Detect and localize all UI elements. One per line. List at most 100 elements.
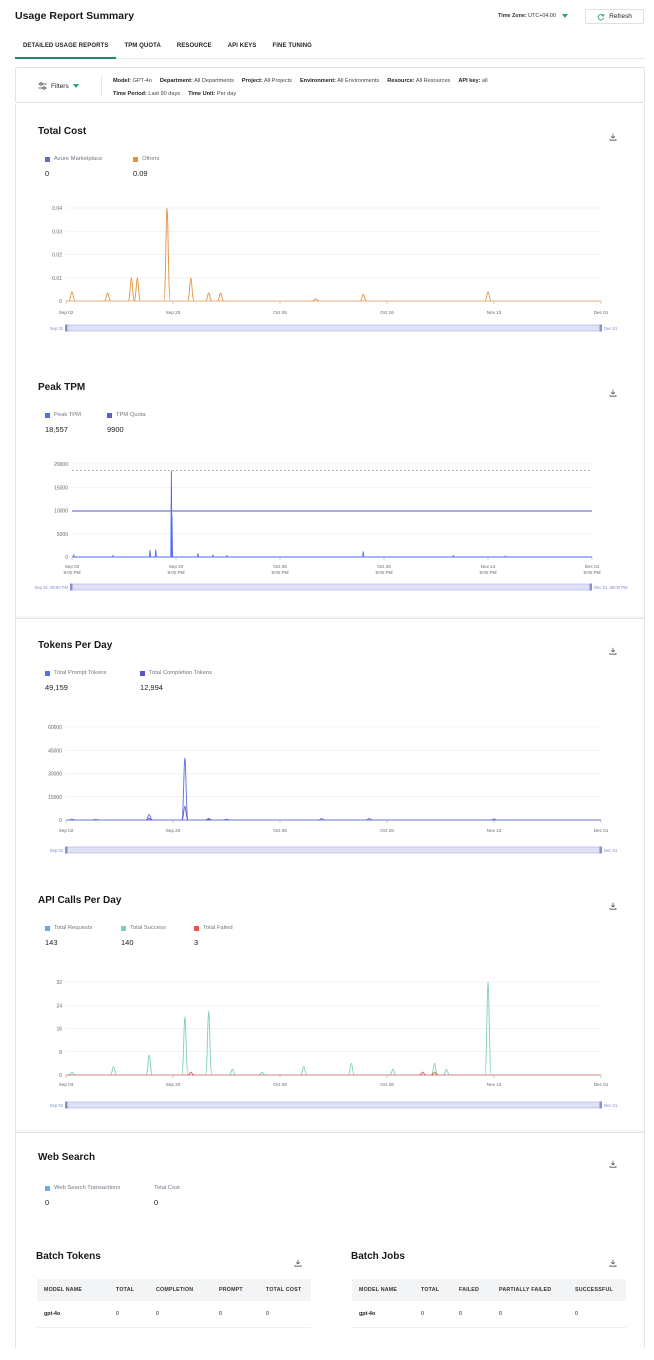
range-slider-handle-end bbox=[589, 583, 592, 591]
y-tick-label: 45000 bbox=[48, 748, 62, 754]
table-cell: 0 bbox=[452, 1301, 492, 1328]
report-tabs: DETAILED USAGE REPORTS TPM QUOTA RESOURC… bbox=[15, 37, 645, 59]
y-tick-label: 0 bbox=[59, 818, 62, 824]
legend-value: 49,159 bbox=[45, 683, 68, 692]
legend-label: Others bbox=[142, 156, 160, 162]
x-tick-label: Sep 02 bbox=[59, 310, 74, 315]
download-icon[interactable] bbox=[609, 647, 617, 655]
data-spike bbox=[347, 1062, 355, 1076]
filter-time-unit: Time Unit: Per day bbox=[188, 91, 237, 97]
legend-label: Total Prompt Tokens bbox=[54, 670, 107, 676]
download-icon[interactable] bbox=[609, 1160, 617, 1168]
filter-model: Model: GPT-4o bbox=[113, 78, 152, 84]
legend-label: Total Requests bbox=[54, 925, 93, 931]
data-spike bbox=[431, 1071, 438, 1076]
tab-tpm-quota[interactable]: TPM QUOTA bbox=[124, 43, 161, 49]
x-tick-label: Oct 26 bbox=[380, 828, 394, 833]
filter-environment: Environment: All Environments bbox=[299, 78, 380, 84]
legend-item[interactable]: TPM Quota 9900 bbox=[107, 412, 146, 434]
legend-label: Web Search Transactions bbox=[54, 1185, 121, 1191]
legend-swatch bbox=[45, 925, 50, 931]
x-tick-label: Oct 26 bbox=[377, 564, 391, 569]
data-spike bbox=[312, 298, 319, 302]
y-tick-label: 24 bbox=[56, 1003, 62, 1009]
range-slider-handle-start bbox=[70, 583, 73, 591]
legend-item[interactable]: Peak TPM 18,557 bbox=[45, 412, 87, 434]
filters-button[interactable]: Filters bbox=[38, 82, 79, 90]
legend-value: 140 bbox=[121, 938, 134, 947]
data-spike bbox=[133, 277, 141, 302]
data-spike bbox=[110, 1065, 117, 1076]
tokens-per-day-chart: 0 15000 30000 45000 60000 Sep 02 Sep 20 Oct 08 O… bbox=[48, 725, 618, 854]
range-slider-track bbox=[65, 324, 602, 332]
range-slider-handle-end bbox=[599, 846, 602, 854]
column-header: PROMPT bbox=[212, 1279, 259, 1301]
y-tick-label: 10000 bbox=[54, 509, 68, 515]
download-icon[interactable] bbox=[294, 1259, 302, 1267]
legend-item[interactable]: Total Requests 143 bbox=[45, 925, 101, 947]
legend-item: Total Cost 0 bbox=[154, 1185, 180, 1207]
legend-item[interactable]: Azure Marketplace 0 bbox=[45, 156, 113, 178]
time-zone-value: UTC+04:00 bbox=[528, 13, 556, 19]
legend-item[interactable]: Total Failed 3 bbox=[194, 925, 233, 947]
data-spike bbox=[145, 1054, 153, 1076]
legend-value: 143 bbox=[45, 938, 58, 947]
download-icon[interactable] bbox=[609, 389, 617, 397]
legend-swatch bbox=[45, 412, 50, 418]
download-icon[interactable] bbox=[609, 1259, 617, 1267]
legend-value: 18,557 bbox=[45, 425, 68, 434]
range-slider-track bbox=[70, 583, 592, 591]
y-tick-label: 0 bbox=[65, 555, 68, 561]
range-slider-handle-start bbox=[65, 846, 68, 854]
y-tick-label: 15000 bbox=[48, 795, 62, 801]
range-slider-handle-start bbox=[65, 324, 68, 332]
tab-fine-tuning[interactable]: FINE TUNING bbox=[272, 43, 312, 49]
page-header: Usage Report Summary Time Zone: UTC+04:0… bbox=[0, 0, 654, 34]
column-header: MODEL NAME bbox=[352, 1279, 414, 1301]
legend-swatch bbox=[45, 1185, 50, 1191]
x-tick-label: 8:00 PM bbox=[479, 570, 496, 575]
filter-time-period: Time Period: Last 90 days bbox=[113, 91, 181, 97]
tab-resource[interactable]: RESOURCE bbox=[176, 43, 212, 49]
range-slider-start-label: Sep 02 bbox=[50, 326, 64, 331]
table-row: gpt-4o 0 0 0 0 bbox=[352, 1301, 626, 1328]
api-calls-legend: Total Requests 143 Total Success 140 Tot… bbox=[45, 925, 253, 947]
column-header: SUCCESSFUL bbox=[568, 1279, 626, 1301]
chevron-down-icon bbox=[72, 84, 79, 88]
download-icon[interactable] bbox=[609, 133, 617, 141]
table-cell: 0 bbox=[109, 1301, 149, 1328]
data-spike bbox=[181, 805, 189, 821]
x-tick-label: Sep 03 bbox=[59, 1082, 74, 1087]
x-tick-label: Nov 13 bbox=[481, 564, 496, 569]
legend-item[interactable]: Total Completion Tokens 12,994 bbox=[140, 670, 212, 692]
download-icon[interactable] bbox=[609, 902, 617, 910]
batch-jobs-title: Batch Jobs bbox=[351, 1251, 405, 1262]
data-spike bbox=[187, 1071, 195, 1076]
legend-item[interactable]: Web Search Transactions 0 bbox=[45, 1185, 134, 1207]
x-tick-label: Sep 20 bbox=[166, 310, 181, 315]
y-tick-label: 30000 bbox=[48, 772, 62, 778]
legend-item[interactable]: Total Success 140 bbox=[121, 925, 174, 947]
y-tick-label: 0.04 bbox=[52, 206, 62, 212]
data-spike bbox=[443, 1068, 450, 1076]
legend-item[interactable]: Total Prompt Tokens 49,159 bbox=[45, 670, 120, 692]
legend-label: Azure Marketplace bbox=[54, 156, 103, 162]
tab-api-keys[interactable]: API KEYS bbox=[227, 43, 257, 49]
api-calls-panel: API Calls Per Day Total Requests 143 Tot… bbox=[16, 872, 644, 1130]
range-slider-track bbox=[65, 1101, 602, 1109]
tab-detailed-usage-reports[interactable]: DETAILED USAGE REPORTS bbox=[15, 37, 117, 59]
filter-sliders-icon bbox=[38, 82, 47, 90]
legend-swatch bbox=[45, 670, 50, 676]
legend-item[interactable]: Others 0.09 bbox=[133, 156, 159, 178]
time-zone-selector[interactable]: Time Zone: UTC+04:00 bbox=[498, 13, 569, 19]
range-slider-handle-start bbox=[65, 1101, 68, 1109]
chevron-down-icon bbox=[562, 13, 569, 18]
data-spike bbox=[300, 1065, 308, 1076]
refresh-button[interactable]: Refresh bbox=[585, 9, 644, 24]
data-spike bbox=[229, 1068, 236, 1076]
api-calls-chart: 0 8 16 24 32 Sep 03 Sep 20 Oct 08 Oct 26 Nov 13 De… bbox=[50, 980, 618, 1109]
batch-tokens-title: Batch Tokens bbox=[36, 1251, 101, 1262]
data-spike bbox=[205, 1010, 213, 1076]
data-spike bbox=[205, 292, 213, 302]
